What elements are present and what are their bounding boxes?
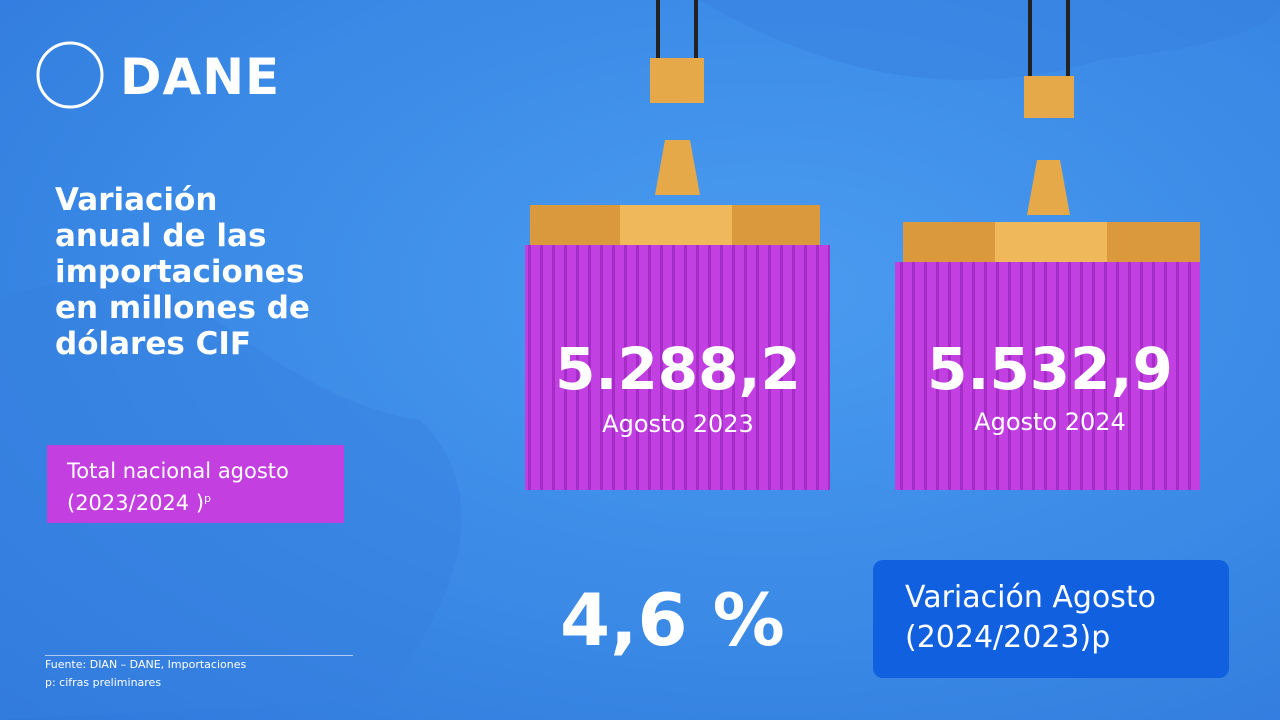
crane-left (530, 0, 820, 245)
variation-label: Variación Agosto (2024/2023)p (873, 560, 1229, 678)
footer: Fuente: DIAN – DANE, Importaciones p: ci… (45, 655, 353, 692)
container (525, 245, 830, 490)
container (895, 262, 1200, 490)
title-line: Variación (55, 182, 218, 218)
title-line: importaciones (55, 254, 305, 290)
crane-right (903, 0, 1200, 262)
container-label: Agosto 2024 (974, 408, 1126, 436)
container-label: Agosto 2023 (602, 410, 754, 438)
logo: DANE (120, 48, 281, 106)
badge-text: Total nacional agosto (2023/2024 ) (67, 459, 289, 515)
title-line: en millones de (55, 290, 310, 326)
title-line: dólares CIF (55, 326, 252, 362)
container-value: 5.532,9 (927, 335, 1173, 403)
title: Variación anual de las importaciones en mil… (55, 182, 310, 362)
badge-superscript: p (204, 492, 212, 505)
footer-note: p: cifras preliminares (45, 676, 162, 689)
logo-emblem (36, 41, 104, 109)
title-line: anual de las (55, 218, 267, 254)
badge: Total nacional agosto (2023/2024 )p (47, 445, 344, 523)
container-value: 5.288,2 (555, 335, 801, 403)
footer-source: Fuente: DIAN – DANE, Importaciones (45, 658, 247, 671)
map-shape (700, 0, 1280, 80)
variation-value: 4,6 % (560, 578, 785, 662)
